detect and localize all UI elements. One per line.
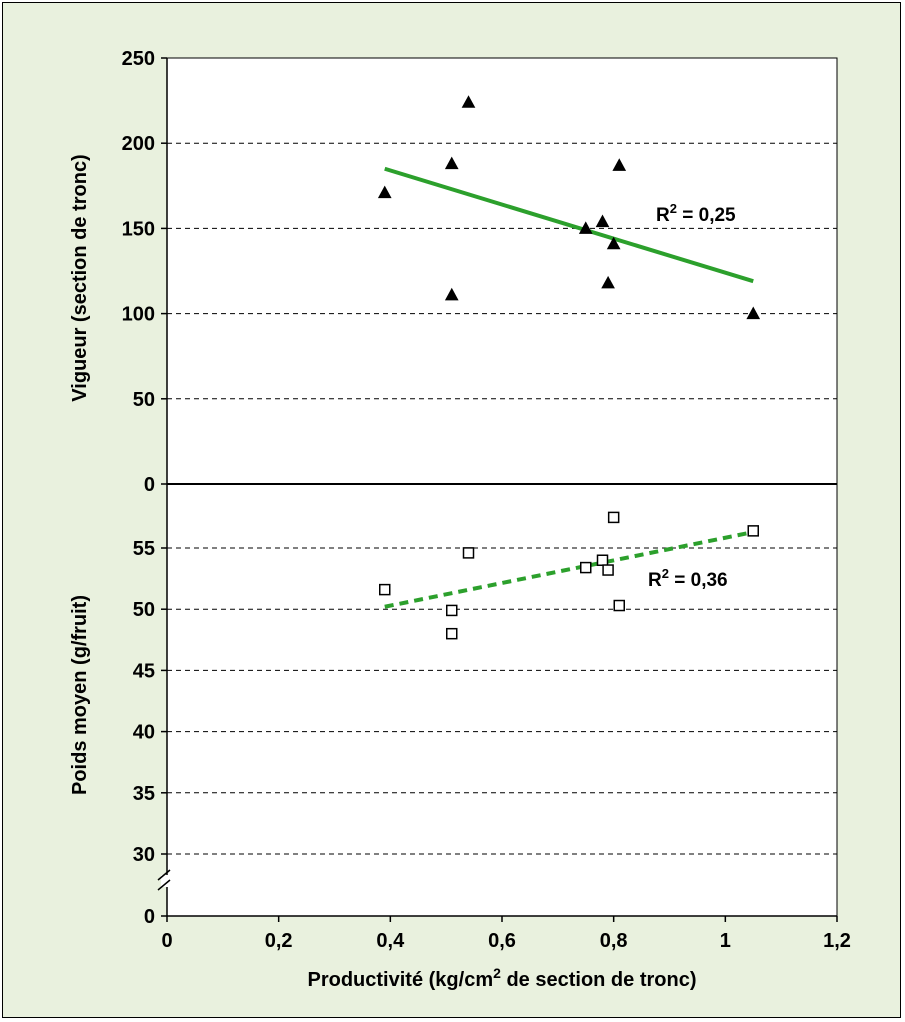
bottom-y-axis-title: Poids moyen (g/fruit) (69, 595, 91, 795)
x-tick-label: 0,4 (376, 930, 405, 952)
y-tick-label: 50 (133, 599, 155, 621)
x-tick-label: 0 (161, 930, 172, 952)
y-tick-label: 250 (122, 48, 155, 70)
x-tick-label: 1 (720, 930, 731, 952)
y-tick-label: 30 (133, 844, 155, 866)
vigueur-point (377, 185, 392, 199)
vigueur-point (578, 221, 593, 234)
y-tick-label: 0 (144, 474, 155, 496)
top-plot-area (166, 57, 838, 485)
poids-point (602, 564, 614, 576)
vigueur-point (612, 158, 627, 171)
vigueur-point (595, 214, 610, 228)
bottom-trendline (384, 530, 754, 609)
y-tick-label: 200 (122, 133, 155, 155)
vigueur-point (444, 156, 459, 170)
top-r2-label: R2 = 0,25 (656, 201, 736, 226)
poids-point (580, 561, 592, 574)
axis-break-mark (157, 869, 171, 881)
axis-break-gap (161, 875, 173, 887)
axis-layer (157, 57, 838, 922)
top-y-axis-title: Vigueur (section de tronc) (69, 154, 91, 401)
x-axis-title: Productivité (kg/cm2 de section de tronc… (308, 965, 697, 991)
y-tick-label: 150 (122, 218, 155, 240)
y-tick-label: 50 (133, 389, 155, 411)
poids-point (613, 599, 625, 612)
y-tick-label: 35 (133, 783, 155, 805)
y-tick-label: 40 (133, 722, 155, 744)
x-tick-label: 0,2 (265, 930, 293, 952)
axis-break-mark (157, 879, 171, 891)
bottom-plot-area (166, 483, 838, 917)
poids-point (446, 604, 458, 617)
poids-point (446, 627, 458, 640)
poids-point (607, 511, 620, 524)
y-tick-label: 0 (144, 906, 155, 928)
x-tick-label: 1,2 (823, 930, 851, 952)
y-tick-label: 55 (133, 538, 155, 560)
vigueur-point (601, 275, 615, 289)
vigueur-point (746, 306, 761, 320)
y-tick-label: 100 (122, 304, 155, 326)
vigueur-point (444, 287, 459, 301)
bottom-r2-label: R2 = 0,36 (648, 566, 728, 591)
poids-point (462, 547, 475, 559)
trendline-layer (384, 166, 754, 609)
poids-point (379, 583, 391, 596)
x-tick-label: 0,6 (488, 930, 516, 952)
grid-layer (167, 142, 837, 855)
vigueur-point (606, 236, 621, 250)
x-tick-label: 0,8 (600, 930, 628, 952)
poids-point (747, 525, 759, 537)
top-trendline (384, 166, 754, 284)
y-tick-label: 45 (133, 660, 155, 682)
poids-point (596, 554, 609, 566)
vigueur-point (461, 95, 476, 108)
points-layer (377, 95, 761, 640)
